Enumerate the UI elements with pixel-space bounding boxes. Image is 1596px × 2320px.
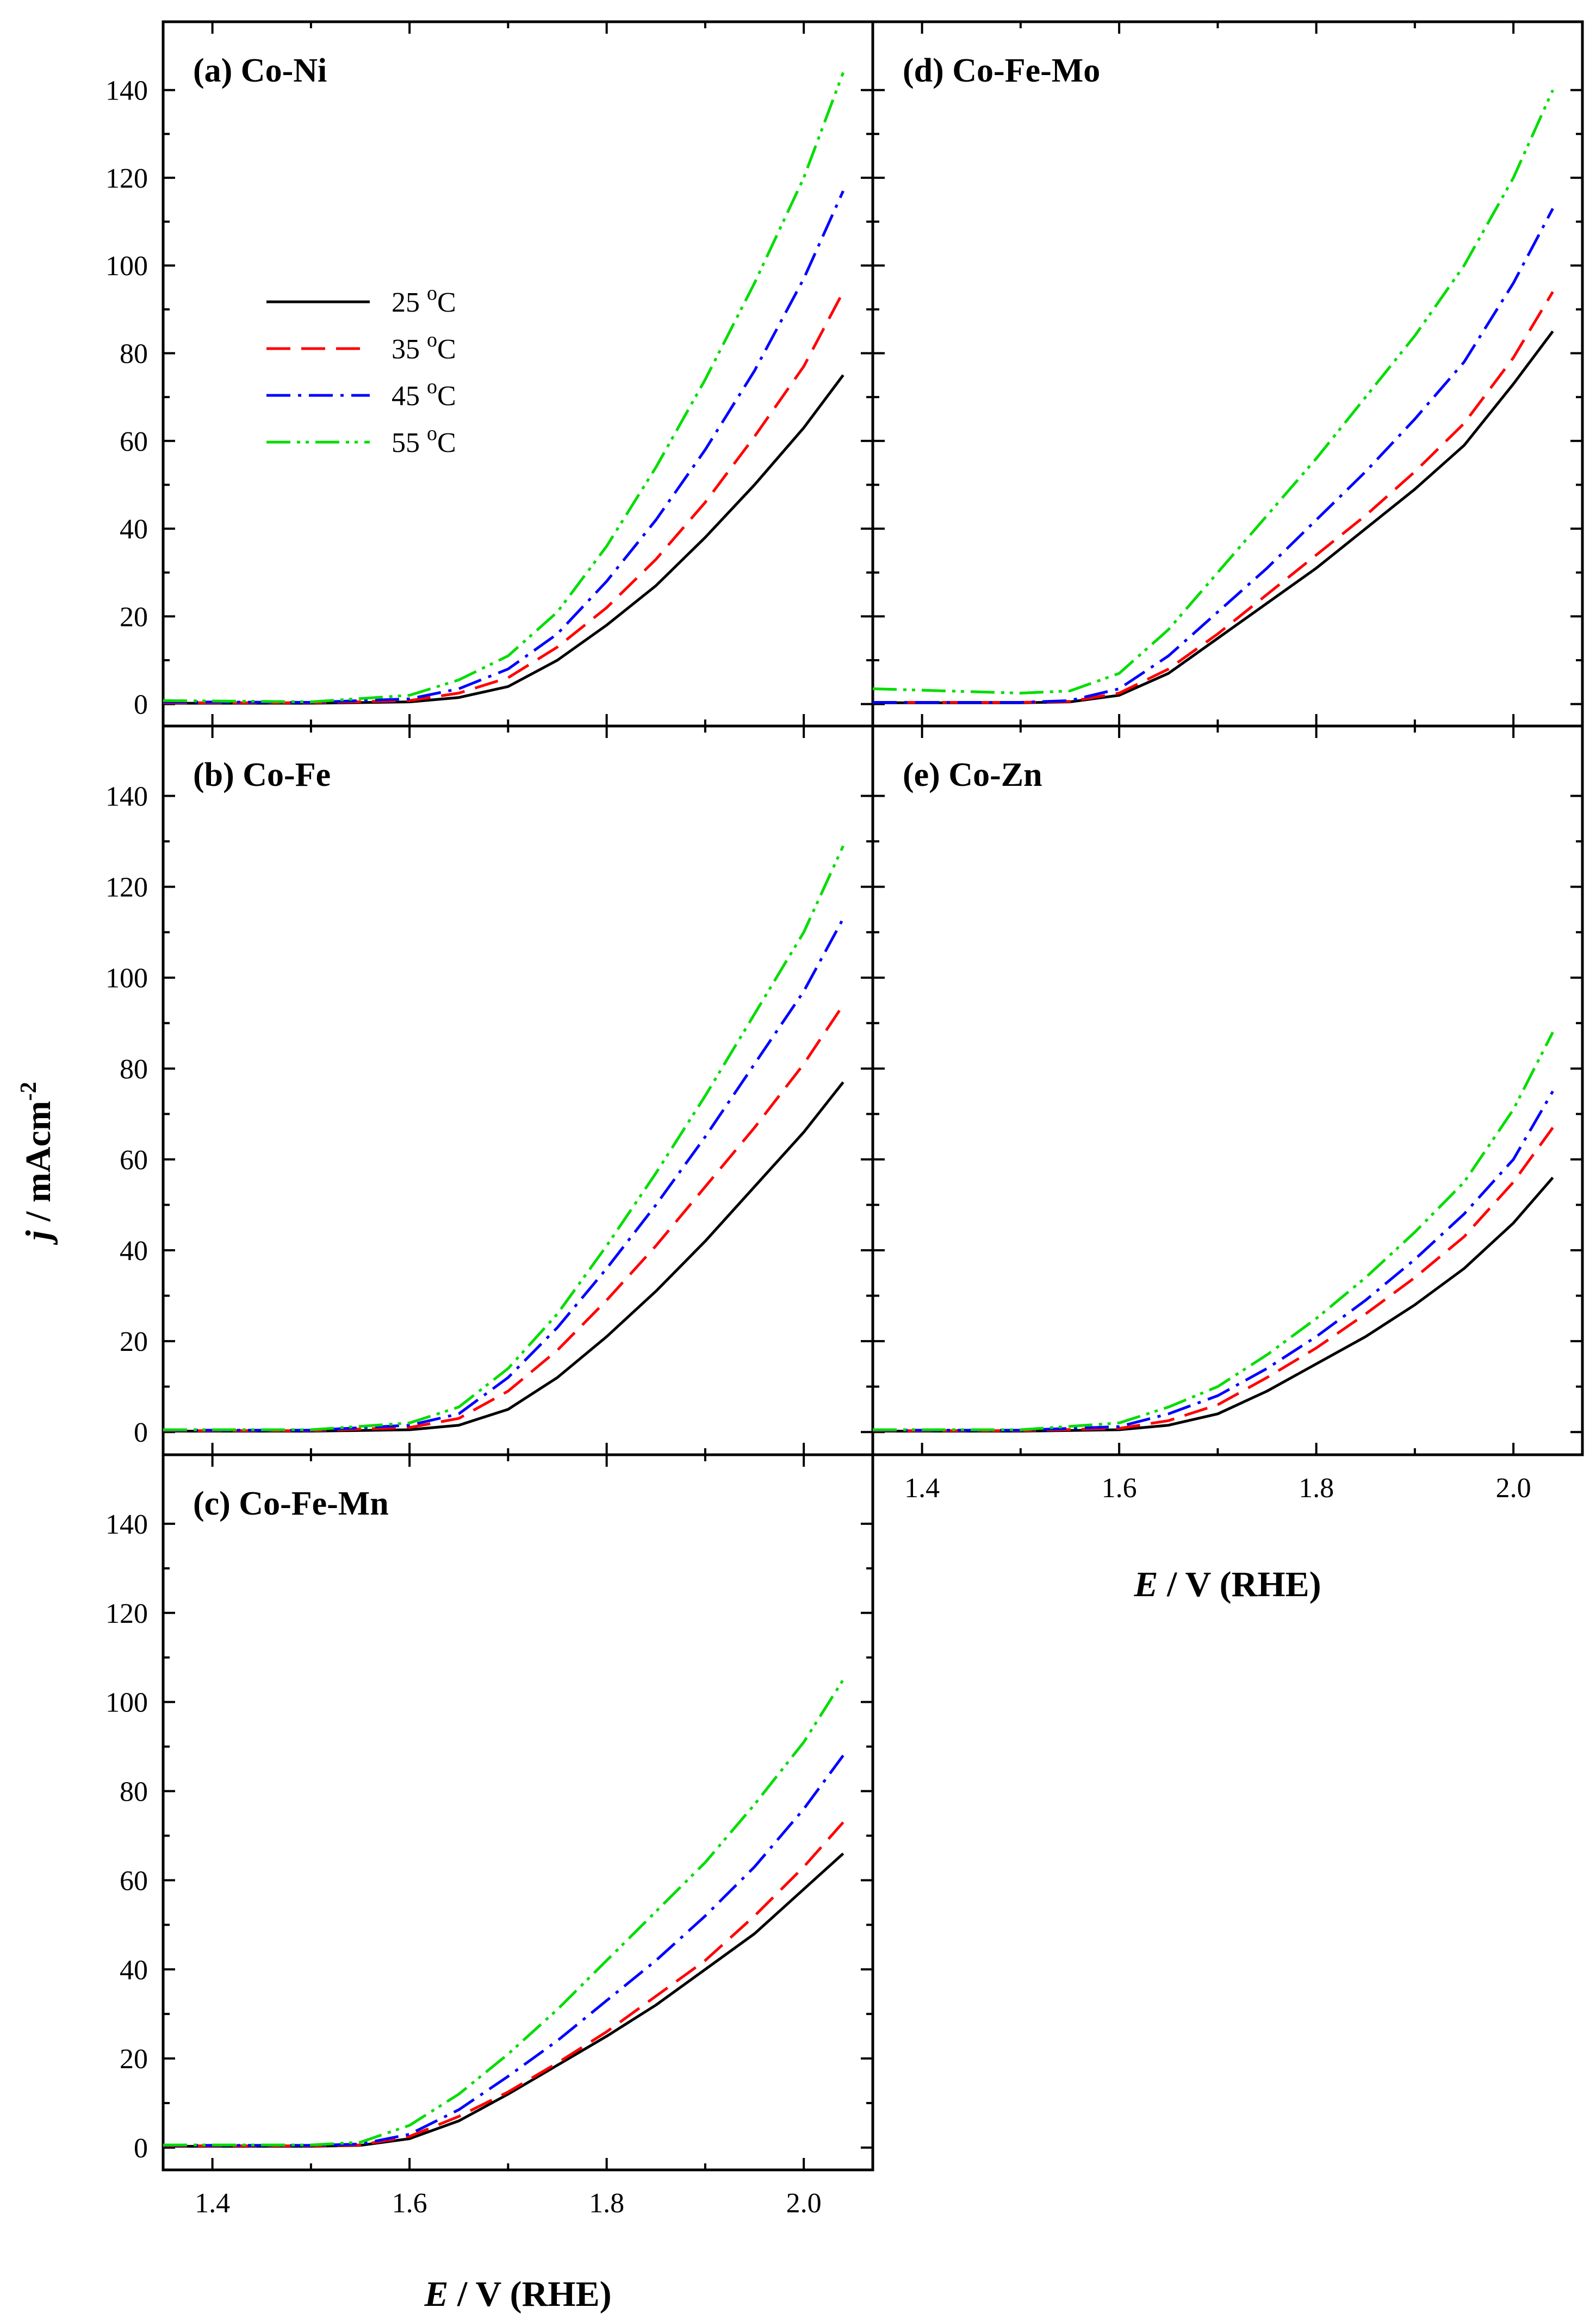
panel-b: 0 20 40 60 80 100 120 140 (b) Co-Fe xyxy=(105,724,874,1456)
panel-frame xyxy=(871,20,1584,728)
series-line-55C xyxy=(163,72,844,704)
legend-value: 25 xyxy=(392,287,427,318)
series-line-35C xyxy=(163,291,844,704)
y-tick-label: 140 xyxy=(105,1509,148,1540)
x-tick-label: 1.8 xyxy=(589,2188,624,2219)
series-line-35C xyxy=(163,1004,844,1432)
y-tick-label: 100 xyxy=(105,963,148,994)
y-tick-label: 80 xyxy=(120,1777,148,1808)
series-line-25C xyxy=(163,1852,844,2148)
series-line-45C xyxy=(873,1090,1554,1432)
panel-c: 0 20 40 60 80 100 120 140 1.4 1.6 1.8 2.0 E / V (RHE… xyxy=(105,1453,874,2314)
y-tick-label: 20 xyxy=(120,601,148,632)
legend-degree: o xyxy=(427,328,437,351)
x-axis-title-symbol: E xyxy=(1133,1565,1158,1604)
panel-frame xyxy=(162,20,874,728)
series-line-45C xyxy=(873,208,1554,704)
x-tick-label: 1.8 xyxy=(1299,1473,1334,1504)
y-tick-label: 120 xyxy=(105,872,148,903)
series-line-45C xyxy=(163,917,844,1432)
series-line-25C xyxy=(163,374,844,705)
legend-value: 55 xyxy=(392,427,427,458)
panel-frame xyxy=(162,1453,874,2172)
y-axis-title-symbol: j xyxy=(18,1230,58,1245)
legend-label-55C: 55 oC xyxy=(392,422,456,458)
panel-label-b: (b) Co-Fe xyxy=(193,756,331,793)
y-tick-label: 20 xyxy=(120,1326,148,1357)
x-tick-label: 1.4 xyxy=(904,1473,940,1504)
legend-degree: o xyxy=(427,282,437,305)
legend-value: 45 xyxy=(392,381,427,412)
series-line-25C xyxy=(163,1081,844,1433)
y-tick-label: 120 xyxy=(105,163,148,194)
y-axis-title-exponent: -2 xyxy=(16,1082,41,1101)
series-line-35C xyxy=(163,1821,844,2148)
x-tick-label: 2.0 xyxy=(1496,1473,1531,1504)
legend-unit: C xyxy=(437,427,456,458)
y-tick-label: 100 xyxy=(105,251,148,282)
panel-frame xyxy=(162,724,874,1456)
y-tick-label: 40 xyxy=(120,1236,148,1267)
x-axis-title: E / V (RHE) xyxy=(424,2274,611,2314)
y-tick-label: 20 xyxy=(120,2044,148,2075)
x-axis-title-unit: / V (RHE) xyxy=(448,2274,611,2314)
y-tick-label: 40 xyxy=(120,514,148,545)
y-tick-label: 100 xyxy=(105,1688,148,1719)
y-tick-label: 80 xyxy=(120,339,148,370)
legend-unit: C xyxy=(437,334,456,365)
panel-label-e: (e) Co-Zn xyxy=(903,756,1042,793)
series-line-55C xyxy=(163,1679,844,2147)
legend-degree: o xyxy=(427,375,437,398)
y-axis-title: j / mAcm-2 xyxy=(16,1082,58,1245)
panel-a: 0 20 40 60 80 100 120 140 (a) Co-Ni xyxy=(105,20,874,728)
panel-label-c: (c) Co-Fe-Mn xyxy=(193,1485,389,1522)
x-tick-label: 1.6 xyxy=(1102,1473,1137,1504)
series-line-25C xyxy=(873,330,1554,704)
y-tick-label: 60 xyxy=(120,1145,148,1176)
y-tick-label: 120 xyxy=(105,1598,148,1629)
series-line-55C xyxy=(873,1031,1554,1431)
legend-label-45C: 45 oC xyxy=(392,375,456,412)
series-line-25C xyxy=(873,1176,1554,1433)
series-line-45C xyxy=(163,190,844,704)
y-axis-title-unit: / mAcm xyxy=(18,1101,58,1230)
y-tick-label: 40 xyxy=(120,1955,148,1986)
x-axis-title-unit: / V (RHE) xyxy=(1158,1565,1321,1604)
y-tick-label: 60 xyxy=(120,426,148,457)
legend-value: 35 xyxy=(392,334,427,365)
y-tick-label: 80 xyxy=(120,1054,148,1085)
series-line-45C xyxy=(163,1754,844,2147)
x-tick-label: 2.0 xyxy=(786,2188,822,2219)
x-tick-label: 1.6 xyxy=(392,2188,427,2219)
panels-layer: 0 20 40 60 80 100 120 140 (a) Co-Ni 0 20 40 60 80 100 1… xyxy=(105,20,1584,2314)
legend-unit: C xyxy=(437,287,456,318)
panel-d: (d) Co-Fe-Mo xyxy=(871,20,1584,728)
series-line-55C xyxy=(872,89,1554,694)
legend-label-35C: 35 oC xyxy=(392,328,456,365)
series-line-55C xyxy=(163,845,844,1431)
y-tick-label: 140 xyxy=(105,76,148,107)
x-tick-label: 1.4 xyxy=(195,2188,230,2219)
y-tick-label: 0 xyxy=(134,690,148,721)
panel-label-d: (d) Co-Fe-Mo xyxy=(903,52,1100,89)
y-tick-label: 60 xyxy=(120,1865,148,1896)
series-line-35C xyxy=(873,1127,1554,1432)
panel-e: 1.4 1.6 1.8 2.0 E / V (RHE) (e) Co-Zn xyxy=(871,724,1584,1604)
y-tick-label: 140 xyxy=(105,781,148,812)
panel-label-a: (a) Co-Ni xyxy=(193,52,327,89)
legend-degree: o xyxy=(427,422,437,445)
series-line-35C xyxy=(873,291,1554,704)
x-axis-title-symbol: E xyxy=(424,2274,448,2314)
panel-frame xyxy=(871,724,1584,1456)
y-tick-label: 0 xyxy=(134,1417,148,1448)
legend-unit: C xyxy=(437,381,456,412)
x-axis-title: E / V (RHE) xyxy=(1133,1565,1321,1604)
legend-label-25C: 25 oC xyxy=(392,282,456,318)
y-tick-label: 0 xyxy=(134,2133,148,2164)
